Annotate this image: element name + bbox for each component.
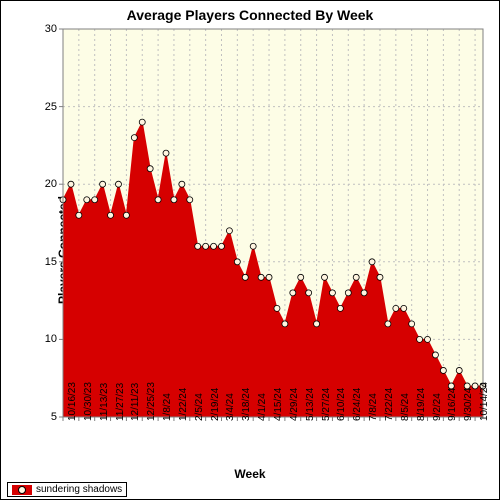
plot-area: [63, 29, 483, 417]
x-tick-label: 8/19/24: [416, 388, 427, 421]
y-tick-label: 25: [35, 101, 57, 113]
x-axis-label: Week: [234, 467, 265, 481]
y-tick-label: 30: [35, 23, 57, 35]
y-tick-label: 15: [35, 256, 57, 268]
x-tick-label: 9/30/24: [463, 388, 474, 421]
legend-label: sundering shadows: [36, 484, 122, 495]
x-tick-label: 10/14/24: [479, 382, 490, 421]
x-tick-label: 11/13/23: [99, 383, 110, 421]
x-tick-label: 7/22/24: [384, 388, 395, 421]
x-tick-label: 10/30/23: [83, 382, 94, 421]
legend-marker: [12, 485, 32, 495]
x-tick-label: 11/27/23: [115, 383, 126, 421]
x-tick-label: 1/8/24: [162, 393, 173, 421]
chart-svg: [63, 29, 483, 417]
x-tick-label: 10/16/23: [67, 382, 78, 421]
chart-container: Average Players Connected By Week Player…: [0, 0, 500, 500]
x-tick-label: 4/29/24: [289, 388, 300, 421]
x-tick-label: 4/15/24: [273, 388, 284, 421]
x-tick-label: 6/24/24: [352, 388, 363, 421]
legend: sundering shadows: [7, 482, 127, 497]
x-tick-label: 5/27/24: [321, 388, 332, 421]
x-tick-label: 8/5/24: [400, 393, 411, 421]
x-tick-label: 7/8/24: [368, 393, 379, 421]
x-tick-label: 9/16/24: [447, 388, 458, 421]
legend-dot-icon: [18, 486, 26, 494]
x-tick-label: 5/13/24: [305, 388, 316, 421]
x-tick-label: 9/2/24: [432, 393, 443, 421]
x-tick-label: 6/10/24: [336, 388, 347, 421]
x-tick-label: 12/11/23: [130, 383, 141, 421]
x-tick-label: 3/18/24: [241, 388, 252, 421]
y-tick-label: 5: [35, 411, 57, 423]
x-tick-label: 3/4/24: [225, 393, 236, 421]
x-tick-label: 12/25/23: [146, 382, 157, 421]
chart-title: Average Players Connected By Week: [1, 1, 499, 23]
y-tick-label: 20: [35, 178, 57, 190]
x-tick-label: 1/22/24: [178, 388, 189, 421]
x-tick-label: 4/1/24: [257, 393, 268, 421]
x-tick-label: 2/5/24: [194, 393, 205, 421]
x-tick-label: 2/19/24: [210, 388, 221, 421]
y-tick-label: 10: [35, 333, 57, 345]
